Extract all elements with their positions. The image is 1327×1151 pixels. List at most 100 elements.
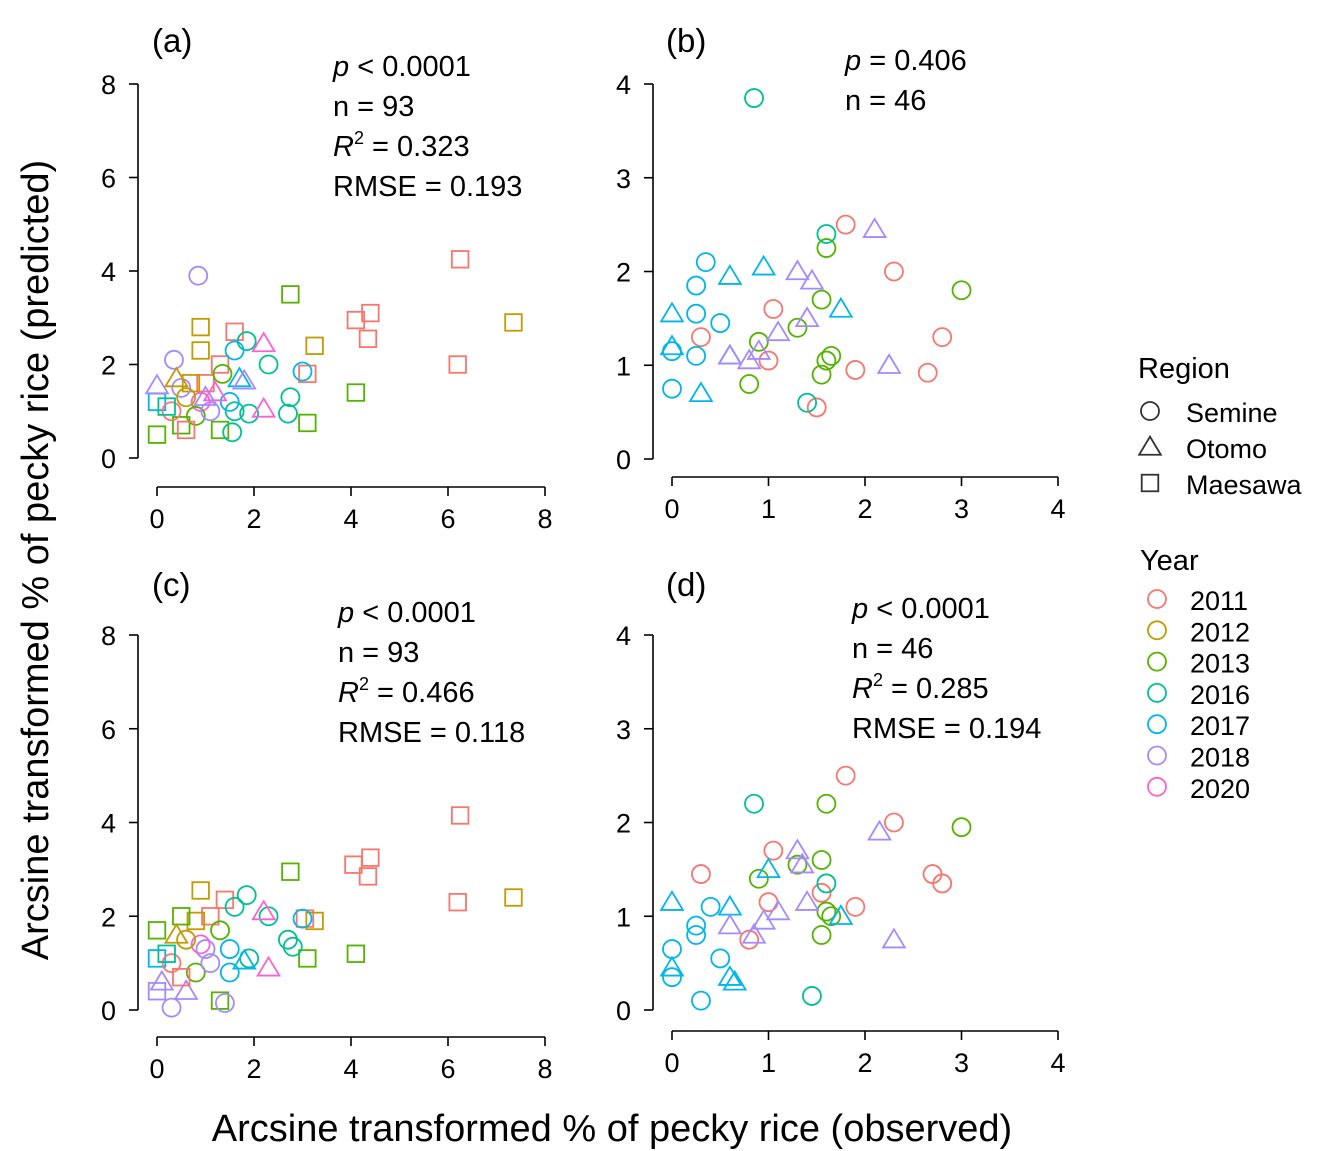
data-point: [686, 915, 707, 936]
data-point: [739, 929, 760, 950]
data-point: [922, 864, 943, 884]
legend-year-label: 2012: [1190, 617, 1250, 647]
data-point: [224, 340, 245, 361]
data-point: [763, 840, 784, 861]
data-point: [691, 990, 711, 1011]
data-point: [258, 354, 279, 375]
x-tick-label: 2: [246, 1054, 261, 1084]
data-point: [806, 397, 827, 418]
x-tick-label: 2: [857, 1048, 872, 1078]
data-point: [816, 224, 837, 244]
data-point: [222, 422, 243, 443]
data-point: [147, 949, 167, 968]
data-point: [811, 925, 832, 945]
panel-b: 0 1 2 3 4 0 1 2 3 4 (b) p = 0.406 n = 46: [616, 22, 1066, 524]
x-tick-label: 2: [246, 504, 261, 534]
data-point: [811, 364, 832, 385]
data-point: [305, 336, 324, 355]
data-point: [717, 264, 743, 285]
stat-rmse: RMSE = 0.193: [333, 171, 522, 203]
y-tick-label: 4: [616, 70, 631, 100]
data-points: [659, 765, 972, 1011]
legend-region-title: Region: [1138, 353, 1230, 385]
data-point: [717, 343, 743, 365]
legend-year-marker: [1147, 651, 1167, 672]
data-point: [344, 855, 363, 874]
data-point: [932, 873, 953, 894]
data-points: [659, 88, 972, 418]
stat-rmse: RMSE = 0.194: [852, 713, 1041, 745]
x-tick-label: 0: [149, 1054, 164, 1084]
x-tick-label: 1: [761, 494, 776, 524]
data-point: [346, 310, 366, 330]
data-point: [758, 350, 779, 371]
data-point: [358, 867, 378, 886]
panel-c: 0 2 4 6 8 0 2 4 6 8 (c) p < 0.0001 n = 93 R2 = 0.466 R…: [101, 566, 553, 1084]
x-tick-label: 4: [1050, 1048, 1065, 1078]
data-point: [219, 391, 240, 412]
y-tick-label: 0: [616, 445, 631, 475]
panel-label: (a): [152, 22, 192, 59]
data-point: [298, 413, 317, 433]
data-point: [450, 806, 470, 825]
legend-year-label: 2016: [1190, 680, 1250, 710]
data-point: [195, 939, 216, 959]
data-point: [188, 265, 209, 286]
data-point: [710, 313, 731, 333]
y-tick-label: 2: [101, 902, 116, 932]
data-point: [361, 303, 380, 323]
data-point: [811, 850, 832, 870]
data-point: [225, 322, 244, 341]
legend-regions: Semine Otomo Maesawa: [1137, 398, 1303, 500]
legend-year-marker: [1147, 776, 1167, 797]
data-point: [361, 848, 380, 867]
stat-n: n = 46: [852, 633, 933, 665]
data-point: [787, 854, 808, 875]
data-point: [765, 899, 791, 921]
data-point: [835, 765, 856, 786]
data-point: [212, 363, 233, 384]
y-tick-label: 4: [101, 257, 116, 287]
data-point: [224, 896, 245, 917]
legend-triangle-icon: [1137, 434, 1163, 456]
data-point: [662, 967, 682, 988]
y-tick-label: 8: [101, 621, 116, 651]
data-point: [504, 888, 523, 907]
x-tick-label: 6: [440, 1054, 455, 1084]
data-point: [797, 392, 817, 413]
y-tick-label: 1: [616, 902, 631, 932]
legend-region-label: Otomo: [1186, 434, 1267, 464]
data-point: [751, 908, 777, 930]
data-point: [210, 355, 230, 374]
data-point: [789, 852, 815, 874]
data-point: [292, 908, 313, 929]
data-point: [149, 969, 175, 991]
data-point: [932, 327, 953, 348]
x-tick-label: 0: [149, 504, 164, 534]
data-point: [845, 360, 866, 380]
data-point: [305, 911, 324, 931]
data-point: [816, 350, 837, 371]
data-point: [176, 420, 196, 440]
data-point: [835, 214, 856, 235]
data-point: [172, 416, 191, 435]
legend-year-marker: [1147, 620, 1167, 641]
data-point: [219, 939, 240, 959]
data-point: [816, 873, 837, 894]
data-point: [876, 353, 902, 374]
data-point: [172, 968, 191, 987]
data-point: [794, 306, 820, 328]
legend-year-label: 2017: [1190, 711, 1250, 741]
legend-year-marker: [1147, 683, 1167, 703]
data-point: [784, 838, 810, 860]
data-point: [691, 327, 711, 348]
data-point: [210, 920, 230, 941]
data-point: [448, 893, 467, 912]
legend-year-label: 2018: [1190, 743, 1250, 773]
data-point: [686, 275, 707, 296]
data-point: [821, 345, 842, 366]
data-point: [202, 380, 228, 402]
data-point: [662, 341, 682, 362]
data-point: [147, 982, 167, 1001]
